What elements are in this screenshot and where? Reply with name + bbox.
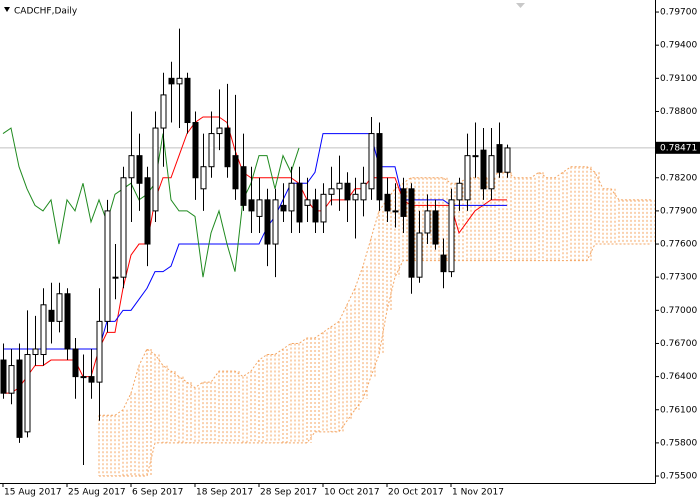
y-tick-label: 0.79700 (660, 8, 697, 18)
candle-body (72, 348, 79, 378)
candle-body (376, 133, 383, 201)
candle-body (64, 293, 71, 350)
candle-body (168, 77, 175, 85)
candle-body (88, 376, 95, 383)
candle-body (272, 199, 279, 245)
candle-body (160, 94, 167, 129)
candle-body (184, 77, 191, 124)
candle-body (328, 188, 335, 195)
candle-body (80, 376, 87, 379)
y-tick-label: 0.77000 (660, 306, 697, 316)
candle-body (344, 182, 351, 201)
candle-body (336, 182, 343, 190)
candle-body (264, 199, 271, 245)
candle-body (408, 188, 415, 278)
candle-body (232, 155, 239, 190)
candle-body (256, 199, 263, 217)
candle-body (216, 127, 223, 135)
candle-body (240, 166, 247, 206)
candle-body (384, 193, 391, 212)
x-tick-label: 6 Sep 2017 (132, 488, 183, 498)
last-price-tag (656, 141, 700, 154)
candle-body (456, 182, 463, 201)
cloud-edge (99, 243, 651, 477)
candle-body (8, 365, 15, 394)
y-tick-label: 0.77600 (660, 240, 697, 250)
candle-body (224, 127, 231, 168)
y-tick-label: 0.76400 (660, 372, 697, 382)
y-tick-label: 0.78200 (660, 173, 697, 183)
y-tick-label: 0.79400 (660, 41, 697, 51)
candle-body (424, 210, 431, 234)
x-tick-label: 25 Aug 2017 (68, 488, 126, 498)
candle-body (416, 232, 423, 278)
y-tick-label: 0.77900 (660, 206, 697, 216)
indicator-line (2, 127, 300, 278)
candle-body (208, 133, 215, 168)
y-tick-label: 0.76100 (660, 405, 697, 415)
candle-body (248, 199, 255, 212)
candle-body (16, 359, 23, 438)
candle-body (96, 320, 103, 383)
y-tick-label: 0.77300 (660, 273, 697, 283)
candle-body (112, 276, 119, 279)
candle-body (472, 155, 479, 158)
indicator-line (3, 133, 507, 350)
shift-marker (516, 3, 525, 8)
candle-body (32, 348, 39, 356)
candle-body (280, 204, 287, 212)
candle-body (488, 155, 495, 190)
candle-body (392, 210, 399, 213)
candle-body (320, 193, 327, 223)
candle-body (448, 199, 455, 273)
candle-body (24, 354, 31, 433)
candle-body (136, 155, 143, 184)
candle-body (312, 199, 319, 223)
last-price-label: 0.78471 (660, 143, 697, 153)
candle-body (464, 155, 471, 201)
candle-body (360, 182, 367, 201)
candle-body (176, 77, 183, 85)
y-tick-label: 0.78800 (660, 107, 697, 117)
cloud-edge (99, 166, 651, 416)
candle-body (288, 182, 295, 212)
candle-body (304, 199, 311, 206)
candle-body (296, 182, 303, 223)
candle-body (56, 293, 63, 322)
candle-body (200, 166, 207, 190)
candle-body (504, 147, 511, 173)
x-tick-label: 1 Nov 2017 (452, 488, 504, 498)
candle-body (0, 359, 7, 394)
x-tick-label: 10 Oct 2017 (324, 488, 380, 498)
candle-body (128, 155, 135, 179)
y-tick-label: 0.79100 (660, 74, 697, 84)
chart-title: CADCHF,Daily (14, 7, 78, 17)
candle-body (48, 309, 55, 322)
candle-body (152, 127, 159, 212)
candle-body (440, 254, 447, 273)
candle-body (144, 177, 151, 245)
x-tick-label: 18 Sep 2017 (196, 488, 253, 498)
menu-icon[interactable] (4, 7, 10, 12)
indicator-line (3, 116, 507, 394)
x-tick-label: 15 Aug 2017 (4, 488, 62, 498)
candle-body (104, 210, 111, 322)
candle-body (352, 193, 359, 201)
y-tick-label: 0.75500 (660, 472, 697, 482)
candle-body (496, 144, 503, 173)
y-tick-label: 0.76700 (660, 339, 697, 349)
candle-body (192, 122, 199, 179)
candle-body (40, 304, 47, 356)
candle-body (400, 188, 407, 217)
y-tick-label: 0.75800 (660, 438, 697, 448)
candle-body (120, 177, 127, 278)
plot-area (0, 28, 655, 477)
x-tick-label: 28 Sep 2017 (260, 488, 317, 498)
candle-body (432, 210, 439, 245)
candle-body (480, 149, 487, 190)
candle-body (368, 133, 375, 190)
x-tick-label: 20 Oct 2017 (388, 488, 444, 498)
